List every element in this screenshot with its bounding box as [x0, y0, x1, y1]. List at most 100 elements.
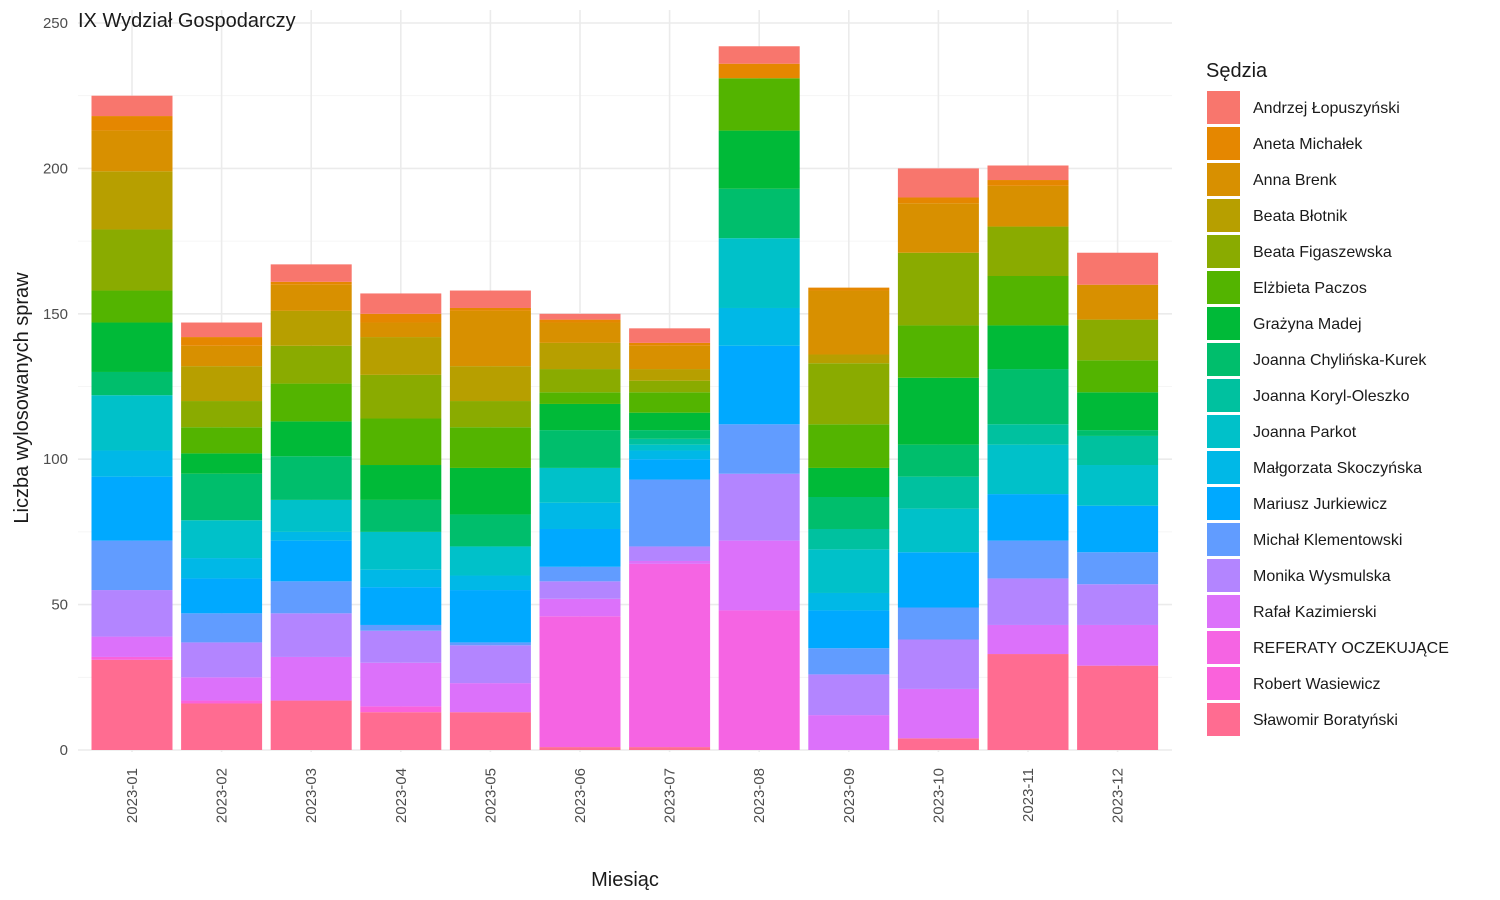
bar-segment: Anna Brenk 2023-05: 19: [449, 310, 531, 367]
bar-segment: Sławomir Boratyński 2023-02: 16: [181, 703, 263, 750]
bar-segment: Grażyna Madej 2023-02: 7: [181, 453, 263, 474]
bar-segment: Joanna Chylińska-Kurek 2023-10: 11: [897, 444, 979, 477]
bar-segment: Grażyna Madej 2023-01: 17: [91, 322, 173, 372]
legend-label: Robert Wasiewicz: [1253, 676, 1380, 693]
bar-segment: Mariusz Jurkiewicz 2023-04: 13: [360, 587, 442, 625]
bar-segment: Monika Wysmulska 2023-12: 14: [1077, 584, 1159, 625]
bar-segment: Beata Figaszewska 2023-06: 8: [539, 369, 621, 393]
bar-segment: Elżbieta Paczos 2023-02: 9: [181, 427, 263, 454]
bar-segment: Beata Błotnik 2023-03: 12: [270, 310, 352, 346]
bar-segment: Anna Brenk 2023-06: 7: [539, 322, 621, 343]
legend-label: Monika Wysmulska: [1253, 568, 1391, 585]
x-tick-label: 2023-12: [1110, 768, 1127, 823]
x-tick: 2023-02: [214, 768, 231, 823]
bar-segment: Beata Błotnik 2023-09: 3: [808, 354, 890, 364]
bar-segment: Rafał Kazimierski 2023-08: 24: [718, 540, 800, 611]
bars: Sławomir Boratyński 2023-01: 31Robert Wa…: [91, 46, 1159, 750]
legend-swatch: [1207, 631, 1240, 664]
x-tick: 2023-11: [1020, 768, 1037, 822]
x-tick-label: 2023-05: [482, 768, 499, 823]
bar-segment: Monika Wysmulska 2023-11: 16: [987, 578, 1069, 625]
bar-segment: Beata Figaszewska 2023-02: 9: [181, 401, 263, 428]
y-axis-title: Liczba wylosowanych spraw: [11, 272, 33, 524]
bar-segment: Grażyna Madej 2023-05: 16: [449, 467, 531, 515]
x-tick: 2023-06: [572, 768, 589, 823]
bar-segment: Michał Klementowski 2023-09: 9: [808, 648, 890, 675]
bar-segment: Beata Błotnik 2023-06: 9: [539, 342, 621, 370]
x-tick: 2023-10: [930, 768, 947, 823]
legend-swatch: [1207, 523, 1240, 556]
bar-segment: Michał Klementowski 2023-07: 23: [629, 479, 711, 547]
bar-segment: Anna Brenk 2023-10: 17: [897, 203, 979, 253]
legend-swatch: [1207, 235, 1240, 268]
x-tick: 2023-05: [482, 768, 499, 823]
x-tick: 2023-03: [303, 768, 320, 823]
bar-segment: Grażyna Madej 2023-06: 9: [539, 403, 621, 431]
bar-segment: Rafał Kazimierski 2023-03: 15: [270, 656, 352, 701]
bar-segment: Beata Figaszewska 2023-01: 21: [91, 229, 173, 291]
bar-segment: Rafał Kazimierski 2023-04: 15: [360, 662, 442, 707]
x-tick-label: 2023-01: [124, 768, 141, 823]
bar-segment: Sławomir Boratyński 2023-05: 13: [449, 712, 531, 750]
legend-label: Beata Błotnik: [1253, 208, 1348, 225]
bar-segment: Małgorzata Skoczyńska 2023-01: 9: [91, 450, 173, 477]
x-tick-label: 2023-03: [303, 768, 320, 823]
bar-segment: Rafał Kazimierski 2023-11: 10: [987, 624, 1069, 655]
bar-segment: Beata Figaszewska 2023-05: 9: [449, 401, 531, 428]
bar-segment: Beata Figaszewska 2023-04: 15: [360, 374, 442, 419]
bar-segment: Grażyna Madej 2023-07: 6: [629, 412, 711, 431]
bar-segment: Joanna Chylińska-Kurek 2023-11: 19: [987, 369, 1069, 425]
bar-segment: Joanna Chylińska-Kurek 2023-05: 11: [449, 514, 531, 547]
legend-label: Joanna Chylińska-Kurek: [1253, 352, 1427, 369]
bar-segment: Grażyna Madej 2023-08: 20: [718, 130, 800, 189]
bar-segment: Beata Figaszewska 2023-11: 17: [987, 226, 1069, 276]
legend-label: Rafał Kazimierski: [1253, 604, 1377, 621]
y-tick-label: 200: [43, 160, 68, 177]
y-tick-label: 250: [43, 15, 68, 32]
bar-segment: Anna Brenk 2023-11: 14: [987, 185, 1069, 227]
bar-segment: Aneta Michałek 2023-03: 1: [270, 281, 352, 285]
bar-segment: REFERATY OCZEKUJĄCE 2023-07: 63: [629, 563, 711, 748]
bar-segment: Monika Wysmulska 2023-03: 15: [270, 613, 352, 657]
x-axis-title: Miesiąc: [591, 869, 659, 891]
bar-segment: Grażyna Madej 2023-12: 13: [1077, 392, 1159, 431]
bar-segment: Beata Błotnik 2023-07: 4: [629, 369, 711, 381]
bar-segment: Monika Wysmulska 2023-02: 12: [181, 642, 263, 678]
bar-segment: Joanna Koryl-Oleszko 2023-09: 7: [808, 528, 890, 550]
x-tick-label: 2023-07: [662, 768, 679, 823]
bar-segment: Mariusz Jurkiewicz 2023-02: 12: [181, 578, 263, 614]
bar-segment: Mariusz Jurkiewicz 2023-05: 18: [449, 590, 531, 643]
bar-segment: Robert Wasiewicz 2023-02: 1: [181, 700, 263, 704]
bar-segment: Beata Figaszewska 2023-07: 4: [629, 380, 711, 393]
bar-segment: Sławomir Boratyński 2023-07: 1: [629, 747, 711, 750]
legend-swatch: [1207, 451, 1240, 484]
bar-segment: Małgorzata Skoczyńska 2023-09: 6: [808, 592, 890, 611]
x-tick: 2023-08: [751, 768, 768, 823]
legend-swatch: [1207, 343, 1240, 376]
bar-segment: Joanna Koryl-Oleszko 2023-12: 10: [1077, 435, 1159, 466]
bar-segment: Elżbieta Paczos 2023-08: 18: [718, 78, 800, 131]
bar-segment: Monika Wysmulska 2023-05: 13: [449, 645, 531, 684]
bar-segment: Mariusz Jurkiewicz 2023-08: 27: [718, 345, 800, 425]
bar-segment: Elżbieta Paczos 2023-09: 15: [808, 424, 890, 468]
bar-segment: Andrzej Łopuszyński 2023-06: 2: [539, 313, 621, 320]
legend-label: Beata Figaszewska: [1253, 244, 1392, 261]
bar-segment: Aneta Michałek 2023-06: 1: [539, 319, 621, 323]
legend-label: Michał Klementowski: [1253, 532, 1402, 549]
bar-segment: Rafał Kazimierski 2023-10: 17: [897, 688, 979, 739]
bar-segment: Elżbieta Paczos 2023-07: 7: [629, 392, 711, 413]
legend-label: Małgorzata Skoczyńska: [1253, 460, 1422, 477]
bar-segment: Sławomir Boratyński 2023-03: 17: [270, 700, 352, 750]
x-tick-label: 2023-06: [572, 768, 589, 823]
bar-segment: Rafał Kazimierski 2023-09: 12: [808, 715, 890, 750]
bar-segment: Elżbieta Paczos 2023-11: 17: [987, 275, 1069, 326]
bar-segment: Michał Klementowski 2023-01: 17: [91, 540, 173, 591]
legend-swatch: [1207, 703, 1240, 736]
bar-segment: Rafał Kazimierski 2023-01: 7: [91, 636, 173, 657]
bar-segment: Andrzej Łopuszyński 2023-12: 11: [1077, 252, 1159, 285]
bar-segment: Monika Wysmulska 2023-09: 14: [808, 674, 890, 716]
bar-segment: Beata Figaszewska 2023-12: 14: [1077, 319, 1159, 361]
bar-segment: Michał Klementowski 2023-03: 11: [270, 581, 352, 614]
legend-swatch: [1207, 91, 1240, 124]
bar-segment: Michał Klementowski 2023-04: 2: [360, 624, 442, 631]
